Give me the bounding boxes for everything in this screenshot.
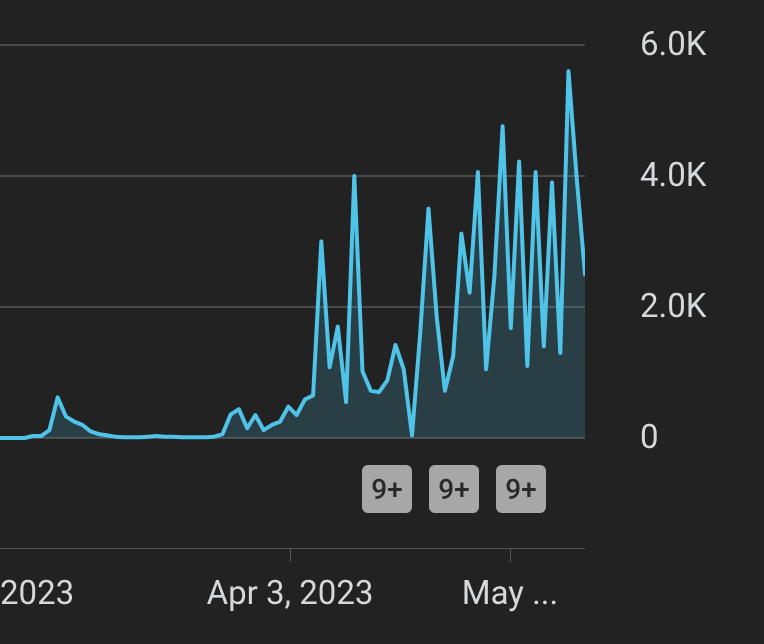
annotation-badge[interactable]: 9+ [496, 465, 546, 513]
x-axis-label: May ... [462, 574, 558, 613]
x-axis-tick [510, 548, 511, 562]
y-axis-label: 0 [640, 418, 659, 457]
annotation-badge[interactable]: 9+ [429, 465, 479, 513]
x-axis-label: Apr 3, 2023 [207, 574, 374, 613]
annotation-badge[interactable]: 9+ [362, 465, 412, 513]
x-axis-tick [290, 548, 291, 562]
chart-plot [0, 0, 585, 444]
chart-container: 0 2.0K 4.0K 6.0K 2023 Apr 3, 2023 May ... 9+ 9+ 9… [0, 0, 764, 644]
y-axis-label: 6.0K [640, 25, 707, 64]
y-axis-label: 2.0K [640, 287, 707, 326]
x-axis-label: 2023 [0, 574, 74, 613]
x-axis-line [0, 548, 585, 549]
y-axis-label: 4.0K [640, 156, 707, 195]
